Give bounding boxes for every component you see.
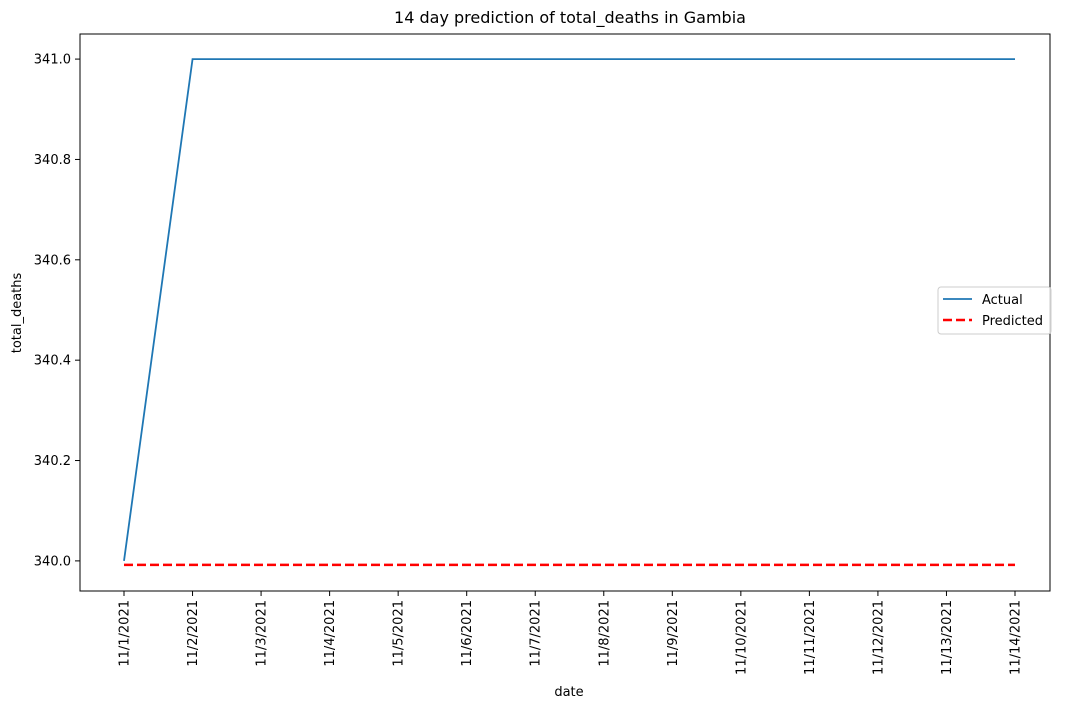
y-axis-label: total_deaths <box>10 273 25 354</box>
y-tick-label: 341.0 <box>34 53 71 68</box>
y-tick-label: 340.0 <box>34 554 71 569</box>
x-tick-label: 11/7/2021 <box>529 600 544 667</box>
x-tick-label: 11/9/2021 <box>666 600 681 667</box>
x-tick-label: 11/11/2021 <box>803 600 818 675</box>
plot-frame <box>79 33 1051 592</box>
x-tick-label: 11/10/2021 <box>734 600 749 675</box>
series-line-actual <box>123 58 1015 562</box>
x-tick-label: 11/4/2021 <box>323 600 338 667</box>
chart-title: 14 day prediction of total_deaths in Gam… <box>394 8 746 28</box>
x-axis-label: date <box>554 685 583 700</box>
x-tick-label: 11/6/2021 <box>460 600 475 667</box>
legend: Actual Predicted <box>937 286 1052 335</box>
y-tick-label: 340.4 <box>34 354 71 369</box>
plot-area <box>123 58 1015 567</box>
x-tick-label: 11/5/2021 <box>392 600 407 667</box>
x-tick-label: 11/12/2021 <box>871 600 886 675</box>
y-tick-label: 340.6 <box>34 253 71 268</box>
legend-label-predicted: Predicted <box>982 314 1043 329</box>
x-tick-label: 11/3/2021 <box>255 600 270 667</box>
x-tick-label: 11/13/2021 <box>940 600 955 675</box>
y-axis: 340.0 340.2 340.4 340.6 340.8 341.0 <box>34 53 80 569</box>
x-axis: 11/1/2021 11/2/2021 11/3/2021 11/4/2021 11/5… <box>118 591 1024 675</box>
x-tick-label: 11/2/2021 <box>186 600 201 667</box>
x-tick-label: 11/8/2021 <box>597 600 612 667</box>
x-tick-label: 11/1/2021 <box>118 600 133 667</box>
y-tick-label: 340.2 <box>34 454 71 469</box>
x-tick-label: 11/14/2021 <box>1009 600 1024 675</box>
legend-label-actual: Actual <box>982 293 1023 308</box>
y-tick-label: 340.8 <box>34 153 71 168</box>
